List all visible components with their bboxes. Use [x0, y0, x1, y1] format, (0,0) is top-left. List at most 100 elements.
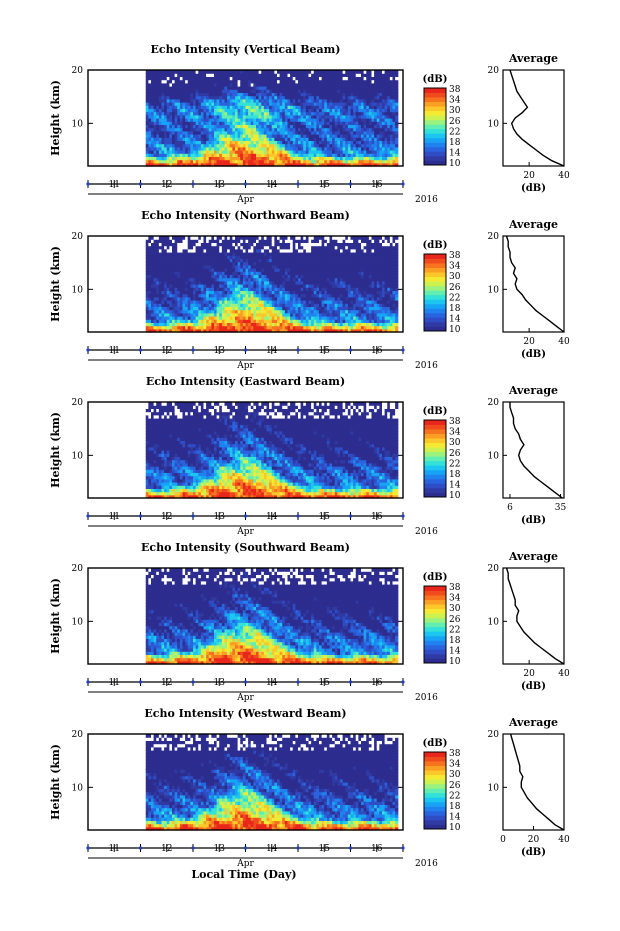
heatmap-cell [245, 92, 249, 97]
heatmap-cell [164, 89, 168, 93]
heatmap-cell [253, 156, 257, 161]
heatmap-cell [153, 73, 157, 77]
heatmap-cell [245, 70, 249, 74]
heatmap-cell [221, 162, 226, 167]
heatmap-cell [232, 95, 236, 100]
heatmap-cell [248, 92, 252, 97]
heatmap-cell [195, 159, 199, 164]
heatmap-cell [232, 156, 236, 161]
heatmap-cell [179, 82, 184, 87]
heatmap-cell [193, 79, 197, 84]
heatmap-cell [185, 105, 189, 109]
heatmap-cell [193, 95, 197, 100]
heatmap-cell [232, 108, 236, 113]
heatmap-cell [221, 86, 226, 90]
colorbar-swatch [424, 97, 446, 102]
heatmap-cell [203, 156, 207, 161]
heatmap-cell [148, 118, 152, 122]
heatmap-cell [166, 86, 170, 90]
heatmap-cell [221, 137, 226, 141]
heatmap-cell [185, 95, 189, 100]
heatmap-cell [161, 111, 165, 116]
heatmap-cell [221, 79, 226, 84]
heatmap-cell [224, 137, 228, 141]
heatmap-cell [216, 134, 220, 138]
heatmap-cell [153, 121, 157, 125]
heatmap-cell [193, 89, 197, 93]
heatmap-cell [203, 118, 207, 122]
heatmap-cell [156, 86, 160, 90]
heatmap-cell [206, 73, 210, 77]
heatmap-cell [237, 118, 241, 122]
heatmap-cell [232, 124, 236, 129]
heatmap-cell [232, 86, 236, 90]
heatmap-cell [214, 121, 218, 125]
heatmap-cell [169, 121, 173, 125]
heatmap-cell [164, 159, 168, 164]
heatmap-cell [216, 79, 220, 84]
heatmap-cell [151, 130, 155, 135]
heatmap-cell [169, 70, 173, 74]
heatmap-cell [250, 127, 254, 132]
heatmap-cell [237, 89, 241, 93]
heatmap-cells [145, 236, 399, 333]
heatmap-cell [235, 140, 239, 145]
heatmap-cell [242, 134, 247, 138]
heatmap-cell [214, 137, 218, 141]
heatmap-cell [224, 102, 228, 106]
heatmap-cell [237, 153, 241, 157]
heatmap-cell [156, 73, 160, 77]
heatmap-cell [198, 86, 202, 90]
heatmap-cell [190, 114, 194, 119]
heatmap-cell [208, 153, 212, 157]
heatmap-cell [248, 162, 252, 167]
panels-group: Echo Intensity (Vertical Beam)1020Height… [49, 43, 570, 869]
heatmap-cell [174, 124, 178, 129]
heatmap-cell [166, 76, 170, 81]
heatmap-cell [151, 102, 155, 106]
heatmap-cell [219, 130, 223, 135]
x-minor-marker [191, 182, 195, 186]
heatmap-cell [224, 130, 228, 135]
heatmap-cell [158, 130, 163, 135]
heatmap-cell [153, 162, 157, 167]
heatmap-cell [182, 98, 186, 103]
heatmap-cell [200, 95, 205, 100]
heatmap-cell [229, 111, 233, 116]
heatmap-cell [198, 140, 202, 145]
heatmap-cell [224, 73, 228, 77]
heatmap-cell [187, 95, 191, 100]
heatmap-cell [151, 159, 155, 164]
heatmap-cell [237, 70, 241, 74]
heatmap-cell [145, 127, 149, 132]
heatmap-cell [179, 98, 184, 103]
heatmap-cell [235, 156, 239, 161]
heatmap-cell [145, 86, 149, 90]
heatmap-cell [219, 98, 223, 103]
heatmap-cell [153, 79, 157, 84]
heatmap-cell [206, 82, 210, 87]
heatmap-cell [148, 156, 152, 161]
heatmap-cell [208, 92, 212, 97]
heatmap-cell [250, 114, 254, 119]
heatmap-cell [216, 114, 220, 119]
heatmap-cell [193, 137, 197, 141]
heatmap-cell [195, 118, 199, 122]
heatmap-cell [187, 108, 191, 113]
heatmap-cell [214, 105, 218, 109]
heatmap-cell [200, 118, 205, 122]
heatmap-cell [185, 92, 189, 97]
heatmap-cell [203, 124, 207, 129]
heatmap-cell [174, 76, 178, 81]
heatmap-cell [148, 130, 152, 135]
heatmap-cell [164, 86, 168, 90]
heatmap-cell [169, 89, 173, 93]
heatmap-cell [153, 92, 157, 97]
heatmap-cell [151, 105, 155, 109]
heatmap-cell [242, 70, 247, 74]
heatmap-cells [145, 70, 399, 167]
heatmap-cell [227, 95, 231, 100]
heatmap-cell [145, 156, 149, 161]
heatmap-cell [200, 121, 205, 125]
